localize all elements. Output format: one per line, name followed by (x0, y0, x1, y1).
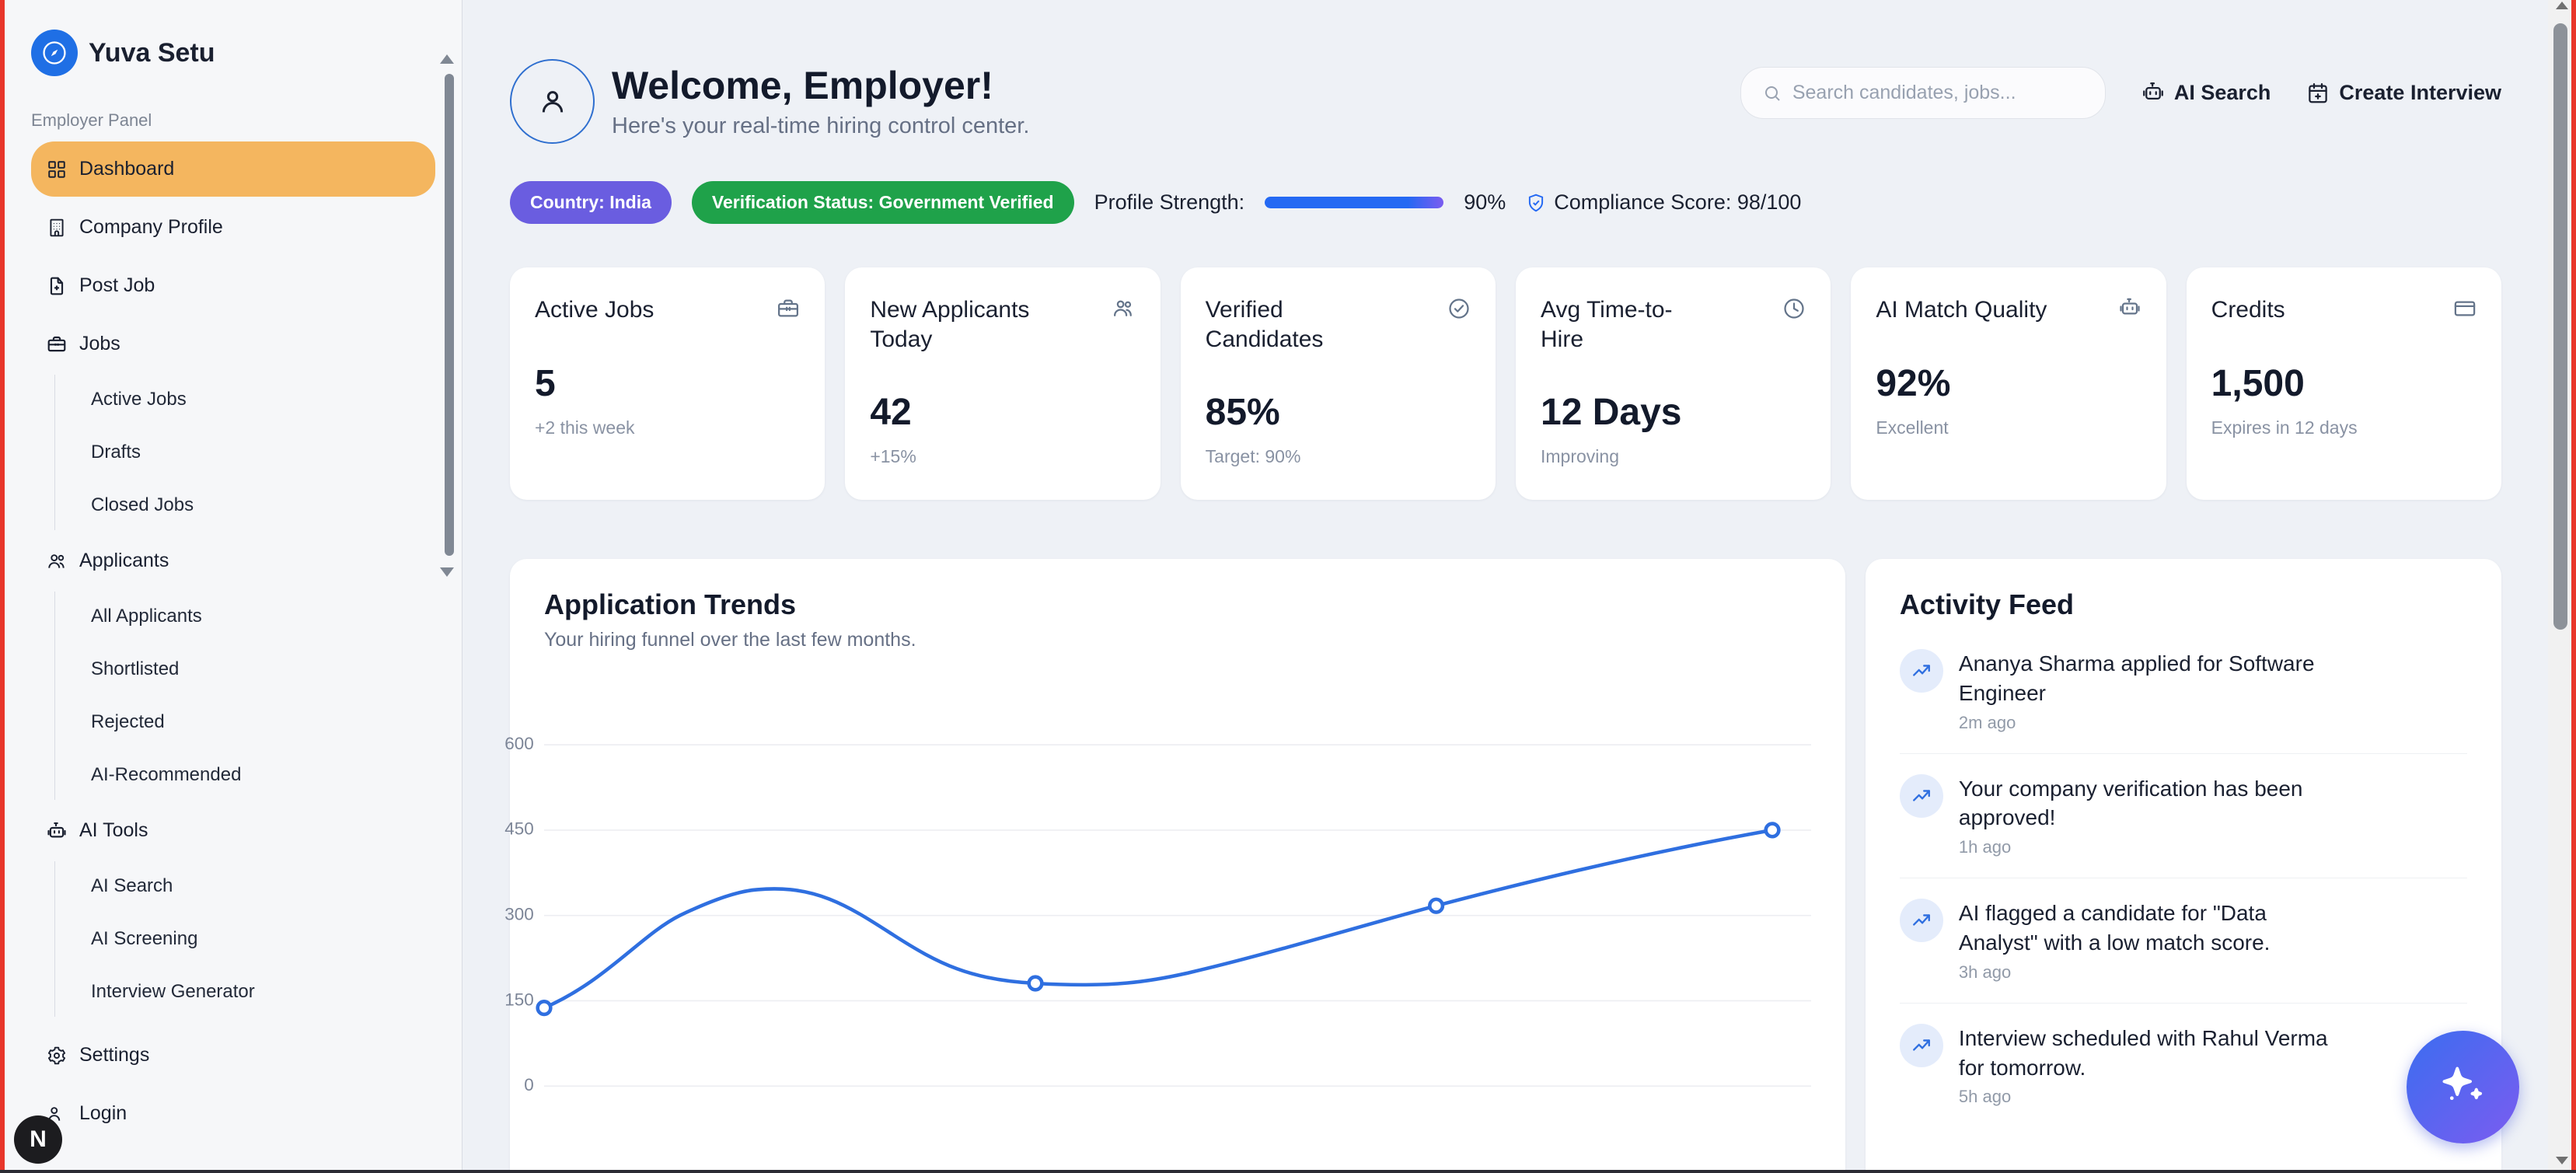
svg-text:600: 600 (504, 734, 533, 753)
svg-text:150: 150 (504, 990, 533, 1009)
svg-text:0: 0 (524, 1075, 533, 1094)
svg-text:300: 300 (504, 905, 533, 924)
svg-text:450: 450 (504, 819, 533, 839)
